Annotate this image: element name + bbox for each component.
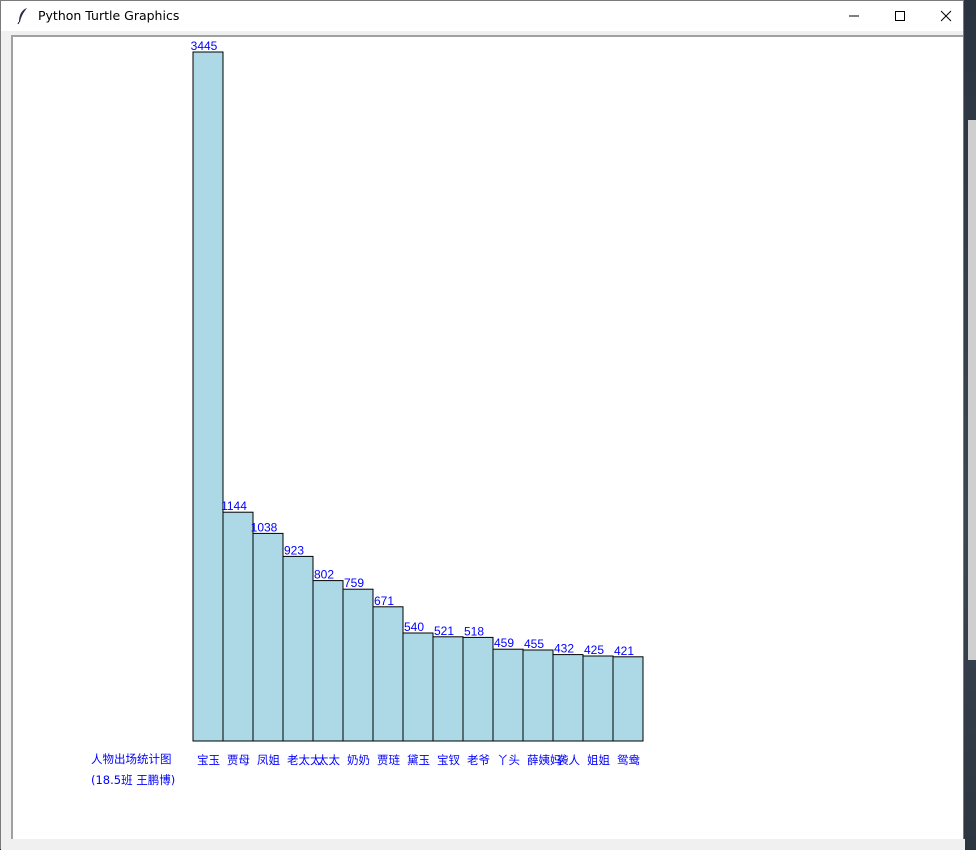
bar bbox=[222, 511, 254, 742]
bar bbox=[372, 606, 404, 742]
category-label: 老爷 bbox=[467, 753, 490, 767]
background-window-edge bbox=[968, 120, 976, 660]
bar bbox=[252, 532, 284, 742]
category-label: 凤姐 bbox=[257, 753, 280, 767]
category-label: 贾母 bbox=[227, 753, 250, 767]
close-button[interactable] bbox=[923, 1, 969, 31]
turtle-canvas[interactable]: 3445 1144 1038 923 802 759 671 540 521 518 459 455 4… bbox=[11, 35, 963, 839]
bar-value-label: 521 bbox=[434, 624, 454, 638]
bar bbox=[342, 588, 374, 742]
feather-icon bbox=[15, 7, 31, 25]
bars-group bbox=[192, 51, 644, 742]
category-label: 姐姐 bbox=[587, 753, 610, 767]
category-label: 老太太 bbox=[287, 753, 322, 767]
category-label: 太太 bbox=[317, 753, 340, 767]
maximize-icon bbox=[895, 11, 905, 21]
category-label: 贾琏 bbox=[377, 753, 400, 767]
bar-value-label: 540 bbox=[404, 620, 424, 634]
bar-value-label: 671 bbox=[374, 594, 394, 608]
bar-value-label: 421 bbox=[614, 644, 634, 658]
maximize-button[interactable] bbox=[877, 1, 923, 31]
value-labels-group: 3445 1144 1038 923 802 759 671 540 521 518 459 455 4… bbox=[191, 39, 635, 658]
bar-value-label: 3445 bbox=[191, 39, 218, 53]
category-label: 袭人 bbox=[557, 753, 580, 767]
category-label: 丫头 bbox=[497, 753, 520, 767]
window-title: Python Turtle Graphics bbox=[38, 8, 180, 23]
bar-value-label: 802 bbox=[314, 568, 334, 582]
bar-value-label: 759 bbox=[344, 576, 364, 590]
bar bbox=[612, 656, 644, 742]
bar bbox=[432, 636, 464, 742]
bar bbox=[312, 580, 344, 742]
bar bbox=[552, 654, 584, 742]
bar-value-label: 455 bbox=[524, 637, 544, 651]
bar-value-label: 459 bbox=[494, 636, 514, 650]
bar bbox=[192, 51, 224, 742]
bar-value-label: 425 bbox=[584, 643, 604, 657]
bar-value-label: 1144 bbox=[221, 499, 247, 513]
bar bbox=[402, 632, 434, 742]
bar-value-label: 518 bbox=[464, 624, 484, 638]
category-label: 薛姨妈 bbox=[527, 753, 562, 767]
bar bbox=[462, 636, 494, 742]
bar-chart: 3445 1144 1038 923 802 759 671 540 521 518 459 455 4… bbox=[91, 39, 644, 787]
bar bbox=[282, 555, 314, 742]
category-label: 黛玉 bbox=[407, 753, 430, 767]
bar bbox=[582, 655, 614, 742]
bar-value-label: 1038 bbox=[251, 520, 278, 534]
close-icon bbox=[940, 10, 952, 22]
bar bbox=[492, 648, 524, 742]
category-label: 宝玉 bbox=[197, 753, 220, 767]
window-bottom-border bbox=[1, 839, 965, 850]
bar-value-label: 432 bbox=[554, 642, 574, 656]
title-bar[interactable]: Python Turtle Graphics bbox=[1, 1, 963, 31]
category-label: 宝钗 bbox=[437, 753, 460, 767]
category-label: 奶奶 bbox=[347, 753, 370, 767]
category-label: 鸳鸯 bbox=[617, 753, 640, 767]
minimize-button[interactable] bbox=[831, 1, 877, 31]
bar bbox=[522, 649, 554, 742]
bar-value-label: 923 bbox=[284, 543, 304, 557]
chart-caption-title: 人物出场统计图 bbox=[91, 752, 172, 766]
chart-caption-author: (18.5班 王鹏博) bbox=[91, 773, 175, 787]
minimize-icon bbox=[849, 15, 859, 17]
